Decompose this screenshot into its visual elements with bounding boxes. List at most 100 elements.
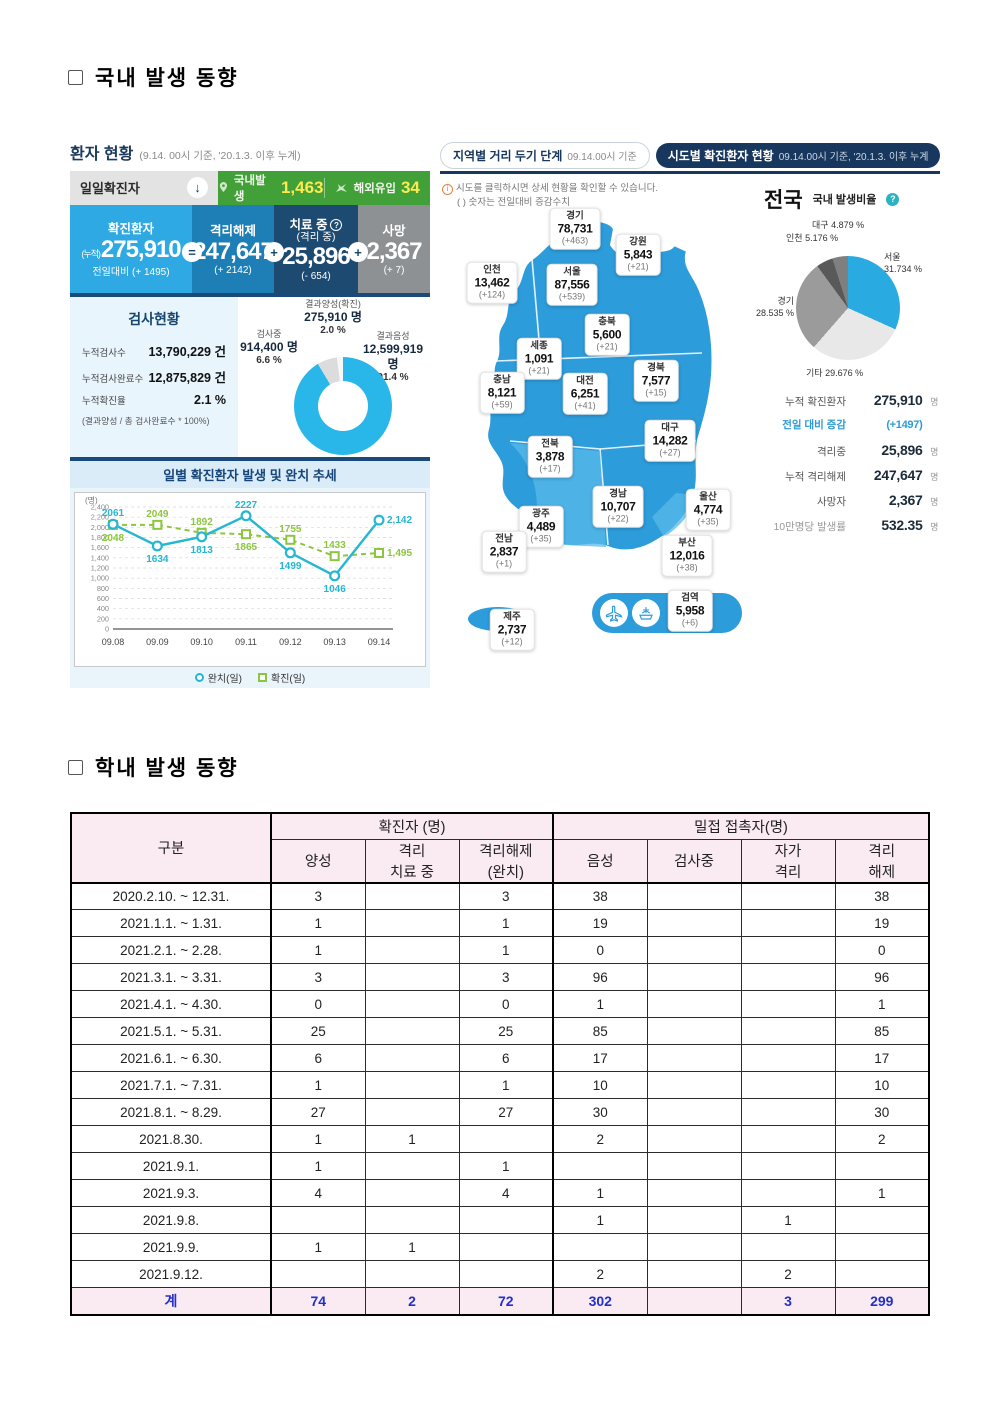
value-cell: 1 xyxy=(552,1179,648,1207)
circle-marker-icon xyxy=(194,673,204,682)
deaths-box: 사망 2,367 (+ 7) xyxy=(358,205,430,293)
value-cell xyxy=(740,882,836,910)
value-cell: 1 xyxy=(458,936,554,964)
period-cell: 2021.9.1. xyxy=(70,1152,272,1180)
map-region-label[interactable]: 인천 13,462 (+124) xyxy=(466,261,518,304)
location-pin-icon xyxy=(219,182,228,193)
value-cell xyxy=(646,990,742,1018)
value-cell: 85 xyxy=(552,1017,648,1045)
checkbox-icon[interactable] xyxy=(68,69,83,85)
released-label: 격리해제 xyxy=(209,223,256,238)
map-region-label[interactable]: 대구 14,282 (+27) xyxy=(644,419,696,462)
table-row: 2021.9.3. 4 4 1 1 xyxy=(70,1179,930,1207)
value-cell: 2 xyxy=(364,1287,460,1315)
svg-text:1634: 1634 xyxy=(146,554,169,565)
svg-text:09.13: 09.13 xyxy=(323,637,346,647)
value-cell xyxy=(646,936,742,964)
line-chart-svg: 02004006008001,0001,2001,4001,6001,8002,… xyxy=(85,495,412,647)
table-row: 2021.7.1. ~ 7.31. 1 1 10 10 xyxy=(70,1071,930,1099)
map-region-label[interactable]: 세종 1,091 (+21) xyxy=(516,337,562,380)
period-cell: 2021.4.1. ~ 4.30. xyxy=(70,990,272,1018)
confirmed-delta: 전일대비 (+ 1495) xyxy=(92,267,170,279)
map-region-label[interactable]: 부산 12,016 (+38) xyxy=(661,534,713,577)
col-header-category: 구분 xyxy=(70,812,272,883)
deaths-value: 2,367 xyxy=(366,237,422,265)
value-cell: 1 xyxy=(458,1071,554,1099)
svg-text:2061: 2061 xyxy=(102,508,125,519)
map-region-label[interactable]: 경기 78,731 (+463) xyxy=(549,207,601,250)
value-cell xyxy=(552,1233,648,1261)
map-region-label[interactable]: 제주 2,737 (+12) xyxy=(489,608,535,651)
test-status-title: 검사현황 xyxy=(128,310,180,327)
map-region-label[interactable]: 충남 8,121 (+59) xyxy=(479,371,525,414)
value-cell: 1 xyxy=(552,1206,648,1234)
value-cell xyxy=(740,1017,836,1045)
tab-regional-cases[interactable]: 시도별 확진환자 현황 09.14.00시 기준, '20.1.3. 이후 누계 xyxy=(655,143,941,168)
map-region-label[interactable]: 경남 10,707 (+22) xyxy=(592,485,644,528)
period-cell: 2021.1.1. ~ 1.31. xyxy=(70,909,272,937)
value-cell xyxy=(646,1098,742,1126)
domestic-value: 1,463 xyxy=(280,177,324,197)
value-cell xyxy=(646,1233,742,1261)
col-header: 검사중 xyxy=(646,838,742,883)
table-row: 2021.6.1. ~ 6.30. 6 6 17 17 xyxy=(70,1044,930,1072)
value-cell xyxy=(646,1206,742,1234)
value-cell xyxy=(740,936,836,964)
daily-trend-chart: 0 200 400 600 800 1,000 1,200 1,400 1,600 1,800 2,… xyxy=(70,488,430,688)
confirmed-value: 275,910 xyxy=(100,235,182,263)
map-region-label[interactable]: 검역 5,958 (+6) xyxy=(667,589,713,632)
value-cell: 25 xyxy=(458,1017,554,1045)
national-stat-row: 누적 격리해제 247,647 명 xyxy=(785,467,939,483)
svg-text:1813: 1813 xyxy=(191,545,214,556)
map-region-label[interactable]: 울산 4,774 (+35) xyxy=(685,488,731,531)
svg-text:1,600: 1,600 xyxy=(91,543,109,552)
square-marker-icon xyxy=(258,673,267,682)
value-cell xyxy=(364,1098,460,1126)
value-cell: 30 xyxy=(552,1098,648,1126)
svg-text:1,800: 1,800 xyxy=(91,533,109,542)
value-cell xyxy=(364,1206,460,1234)
airplane-icon xyxy=(600,598,628,627)
svg-text:1892: 1892 xyxy=(191,517,214,528)
value-cell xyxy=(646,1125,742,1153)
col-header: 자가 격리 xyxy=(740,838,836,883)
svg-text:400: 400 xyxy=(97,604,109,613)
pie-label-daegu: 대구 4.879 % xyxy=(812,220,865,230)
table-row: 2020.2.10. ~ 12.31. 3 3 38 38 xyxy=(70,882,930,910)
value-cell: 0 xyxy=(458,990,554,1018)
map-region-label[interactable]: 경북 7,577 (+15) xyxy=(633,359,679,402)
value-cell: 3 xyxy=(270,963,366,991)
daily-trend-chart-title: 일별 확진환자 발생 및 완치 추세 xyxy=(70,461,430,488)
map-region-label[interactable]: 서울 87,556 (+539) xyxy=(546,263,598,306)
checkbox-icon[interactable] xyxy=(68,759,83,775)
map-region-label[interactable]: 전북 3,878 (+17) xyxy=(527,435,573,478)
value-cell: 1 xyxy=(740,1206,836,1234)
divider xyxy=(440,171,941,174)
map-region-label[interactable]: 전남 2,837 (+1) xyxy=(481,530,527,573)
table-row: 2021.8.30. 1 1 2 2 xyxy=(70,1125,930,1153)
value-cell: 1 xyxy=(270,1071,366,1099)
value-cell: 74 xyxy=(270,1287,366,1315)
pie-label-gyeonggi: 경기 28.535 % xyxy=(755,296,794,318)
value-cell xyxy=(740,1098,836,1126)
col-group-confirmed: 확진자 (명) xyxy=(270,812,554,840)
national-stats-panel: 전국 국내 발생비율 ? 대구 4.879 % 인천 5.176 % 서울 31.… xyxy=(755,174,940,688)
tab-distancing-level[interactable]: 지역별 거리 두기 단계 09.14.00시 기준 xyxy=(440,142,650,169)
map-region-label[interactable]: 강원 5,843 (+21) xyxy=(615,233,661,276)
national-stat-row: 전일 대비 증감 (+1497) xyxy=(782,419,923,431)
korea-map-panel: i 시도를 클릭하시면 상세 현황을 확인할 수 있습니다. ( ) 숫자는 전일… xyxy=(440,174,758,688)
cum-tests-label: 누적검사수 xyxy=(82,347,126,359)
period-cell: 2020.2.10. ~ 12.31. xyxy=(70,882,272,910)
value-cell: 1 xyxy=(270,936,366,964)
svg-text:1,200: 1,200 xyxy=(91,564,109,573)
help-icon[interactable]: ? xyxy=(330,219,343,232)
question-icon[interactable]: ? xyxy=(886,192,900,206)
value-cell xyxy=(646,1179,742,1207)
value-cell xyxy=(364,936,460,964)
value-cell xyxy=(834,1233,930,1261)
value-cell: 0 xyxy=(552,936,648,964)
map-region-label[interactable]: 대전 6,251 (+41) xyxy=(562,372,608,415)
col-header: 격리 치료 중 xyxy=(364,838,460,883)
map-region-label[interactable]: 충북 5,600 (+21) xyxy=(584,313,630,356)
value-cell: 1 xyxy=(270,1125,366,1153)
